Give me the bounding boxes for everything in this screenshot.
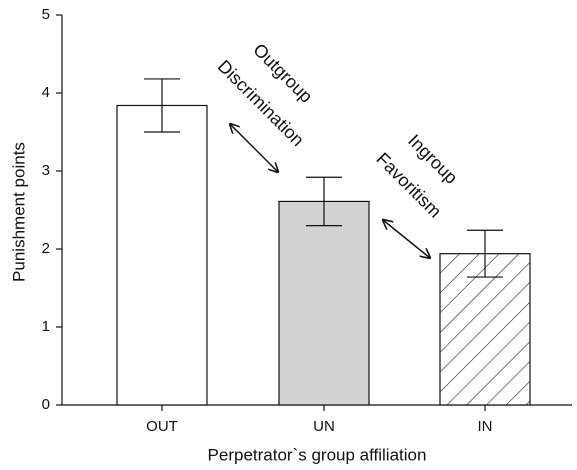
x-tick-label: IN [478, 418, 493, 435]
bar [278, 200, 370, 406]
bar [116, 104, 208, 406]
y-tick-label: 5 [42, 6, 50, 23]
x-axis-label: Perpetrator`s group affiliation [208, 445, 427, 464]
y-axis-label: Punishment points [9, 142, 28, 282]
y-tick-label: 4 [42, 84, 50, 101]
x-tick-label: UN [313, 418, 335, 435]
y-tick-label: 1 [42, 318, 50, 335]
y-tick-label: 2 [42, 240, 50, 257]
x-tick-label: OUT [146, 418, 178, 435]
y-tick-label: 3 [42, 162, 50, 179]
arrow [230, 124, 278, 172]
arrow [383, 220, 430, 258]
y-tick-label: 0 [42, 396, 50, 413]
bar [439, 253, 531, 406]
